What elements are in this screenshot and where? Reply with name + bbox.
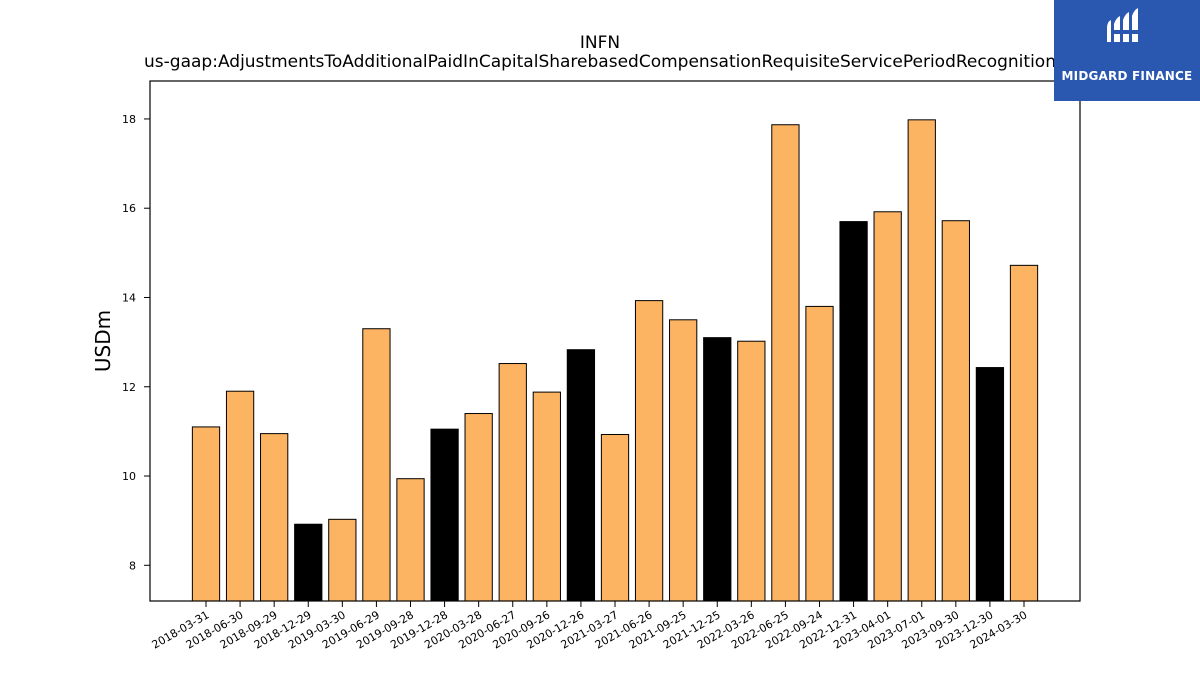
bar (600, 434, 630, 602)
bar (771, 124, 800, 602)
y-axis-label: USDm (91, 310, 115, 372)
y-tick-label: 8 (129, 559, 136, 572)
bar (362, 328, 391, 602)
bar (703, 337, 732, 602)
midgard-logo-icon (1107, 8, 1138, 42)
bar (225, 390, 255, 602)
y-tick-label: 10 (122, 470, 136, 483)
bar (873, 211, 902, 602)
bar (1009, 264, 1039, 602)
bar (191, 426, 221, 602)
chart-subtitle: us-gaap:AdjustmentsToAdditionalPaidInCap… (144, 52, 1056, 72)
y-tick-label: 12 (122, 381, 136, 394)
bar (669, 319, 698, 602)
bar (396, 478, 425, 602)
y-tick-label: 16 (122, 202, 136, 215)
bar (498, 363, 527, 602)
chart-title: INFN (579, 33, 621, 53)
bar (464, 413, 493, 602)
bar (532, 391, 561, 602)
bar (294, 523, 323, 602)
bar (907, 119, 936, 602)
bar (430, 428, 459, 602)
midgard-finance-logo: MIDGARD FINANCE (1054, 0, 1200, 101)
bar (975, 367, 1005, 602)
y-tick-label: 18 (122, 113, 136, 126)
bar (737, 340, 766, 602)
logo-text: MIDGARD FINANCE (1061, 69, 1193, 83)
bar (634, 300, 664, 602)
y-tick-label: 14 (122, 291, 136, 304)
bar (328, 518, 357, 602)
bar (941, 220, 970, 602)
bar (805, 305, 834, 602)
bar (566, 349, 596, 602)
bar (260, 433, 289, 602)
bar (839, 221, 868, 602)
